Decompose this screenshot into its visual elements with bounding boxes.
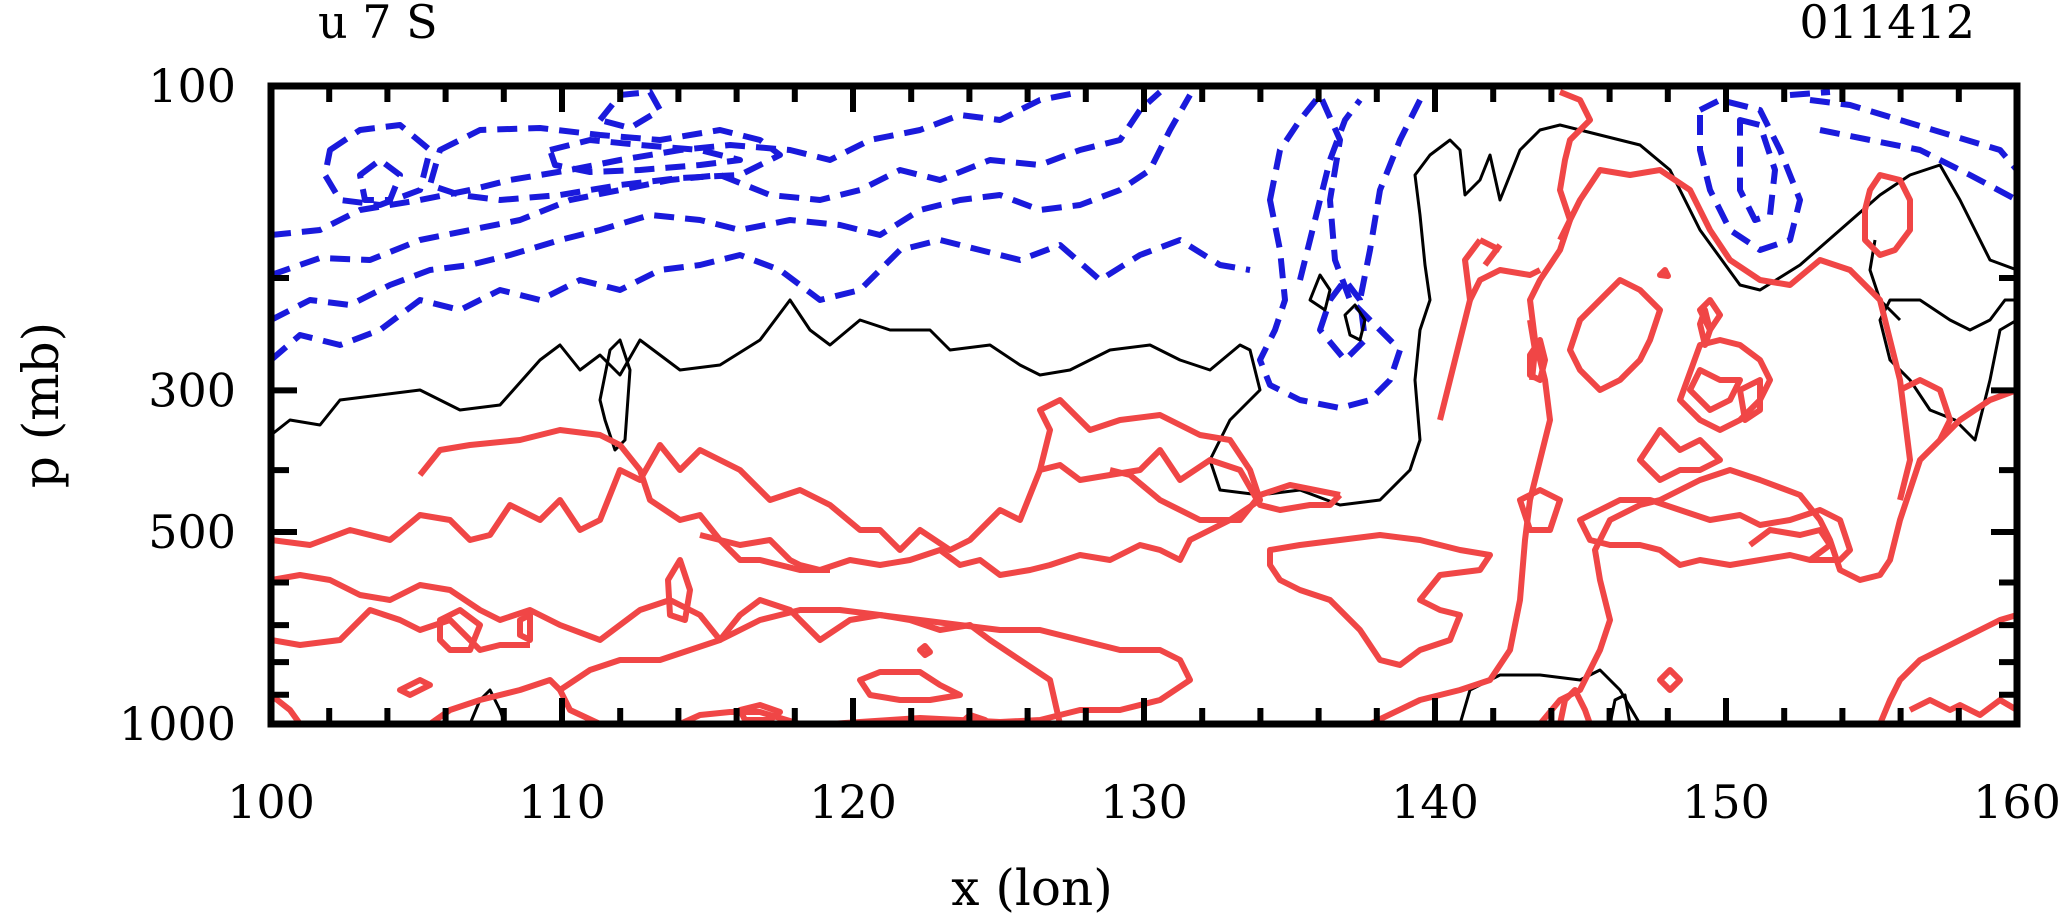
x-tick-label: 150 [1682, 775, 1770, 829]
contour-positive-line [1737, 377, 1763, 423]
contour-positive-line [397, 677, 433, 698]
contour-positive-line [1862, 172, 1913, 258]
contour-positive-line [557, 688, 602, 724]
y-axis-label: p (mb) [12, 322, 70, 488]
contour-negative-line [271, 93, 1193, 323]
contour-positive-line [917, 643, 933, 658]
contour-zero-line [1308, 273, 1332, 312]
chart-title-left: u 7 S [318, 0, 438, 49]
plot-area [267, 82, 2021, 728]
contour-positive [271, 89, 2017, 724]
contour-zero-line [1868, 239, 1902, 322]
y-tick-label: 500 [148, 505, 236, 559]
contour-positive-line [1482, 243, 1503, 267]
contour-positive-line [558, 607, 1193, 724]
contour-negative-line [271, 89, 1163, 278]
x-axis-label: x (lon) [951, 859, 1112, 917]
contour-negative-line [547, 137, 743, 175]
x-tick-label: 140 [1391, 775, 1479, 829]
contour-zero-line [1343, 303, 1367, 342]
chart-title-right: 011412 [1799, 0, 1975, 49]
contour-positive-line [1657, 667, 1683, 693]
contour-positive-line [1898, 377, 1953, 442]
contour-positive-line [1657, 267, 1671, 279]
contour-negative-line [427, 125, 783, 203]
contour-positive-line [271, 442, 1343, 553]
contour-zero-line [1878, 298, 2017, 442]
contour-negative-line [1737, 117, 1778, 223]
contour-positive-line [1527, 319, 1538, 381]
contour-negative-line [1697, 97, 1803, 253]
contour-zero-line [1608, 693, 1632, 724]
contour-positive-line [1557, 687, 1593, 724]
y-tick-label: 100 [148, 59, 236, 113]
contour-zero-line [598, 338, 632, 452]
contour-positive-line [857, 669, 963, 703]
y-tick-labels: 100 300 500 1000 [119, 59, 236, 751]
contour-zero-line [271, 123, 2017, 507]
contour-positive-line [1577, 497, 1853, 568]
contour-positive-line [1557, 167, 1913, 501]
y-tick-label: 1000 [119, 697, 236, 751]
contour-negative-line [1257, 92, 1403, 411]
x-tick-label: 120 [809, 775, 897, 829]
contour-positive-line [1467, 267, 1542, 302]
contour-negative-line [271, 89, 1081, 238]
contour-negative-line [1819, 127, 2017, 203]
contour-negative-line [1789, 89, 1831, 98]
y-tick-label: 300 [148, 363, 236, 417]
contour-negative-line [357, 157, 403, 203]
contour-negative-line [1317, 277, 1368, 363]
contour-positive-line [1697, 297, 1723, 333]
contour-positive-line [1368, 89, 1593, 724]
contour-negative-line [322, 122, 433, 208]
contour-negative-line [1297, 98, 1363, 281]
contour-negative-line [271, 237, 1251, 363]
contour-positive-line [1109, 467, 1341, 523]
contour-positive-line [271, 692, 303, 724]
contour-positive-line [699, 397, 1263, 578]
contour-positive-line [1462, 238, 1483, 301]
contour-negative-line [597, 89, 663, 131]
contour-positive-line [1567, 277, 1663, 393]
contour-negative-line [1809, 97, 2017, 172]
contour-positive-line [1267, 532, 1493, 668]
contour-positive-line [437, 607, 483, 653]
contour-negative [271, 89, 2017, 411]
y-tick-marks [271, 83, 2017, 727]
contour-positive-line [665, 557, 693, 623]
contour-positive-line [271, 607, 530, 653]
contour-positive-line [1537, 387, 2017, 724]
contour-positive-line [1437, 299, 1473, 421]
contour-positive-line [1687, 367, 1743, 413]
contour-positive-line [1877, 612, 2017, 724]
contour-lines [271, 89, 2017, 724]
x-tick-marks [268, 86, 2020, 724]
contour-positive-line [1637, 427, 1723, 483]
contour-positive-line [1908, 697, 2017, 718]
contour-positive-line [1677, 337, 1773, 433]
x-tick-labels: 100 110 120 130 140 150 160 [227, 775, 2060, 829]
contour-negative-line [1357, 98, 1423, 301]
x-tick-label: 100 [227, 775, 315, 829]
x-tick-label: 160 [1973, 775, 2060, 829]
x-tick-label: 110 [518, 775, 606, 829]
contour-positive-line [737, 702, 783, 723]
contour-positive-line [1748, 527, 1833, 563]
contour-positive-line [517, 612, 533, 643]
contour-positive-line [1517, 487, 1563, 533]
contour-positive-line [417, 427, 830, 573]
x-tick-label: 130 [1100, 775, 1188, 829]
contour-positive-line [271, 572, 1063, 724]
